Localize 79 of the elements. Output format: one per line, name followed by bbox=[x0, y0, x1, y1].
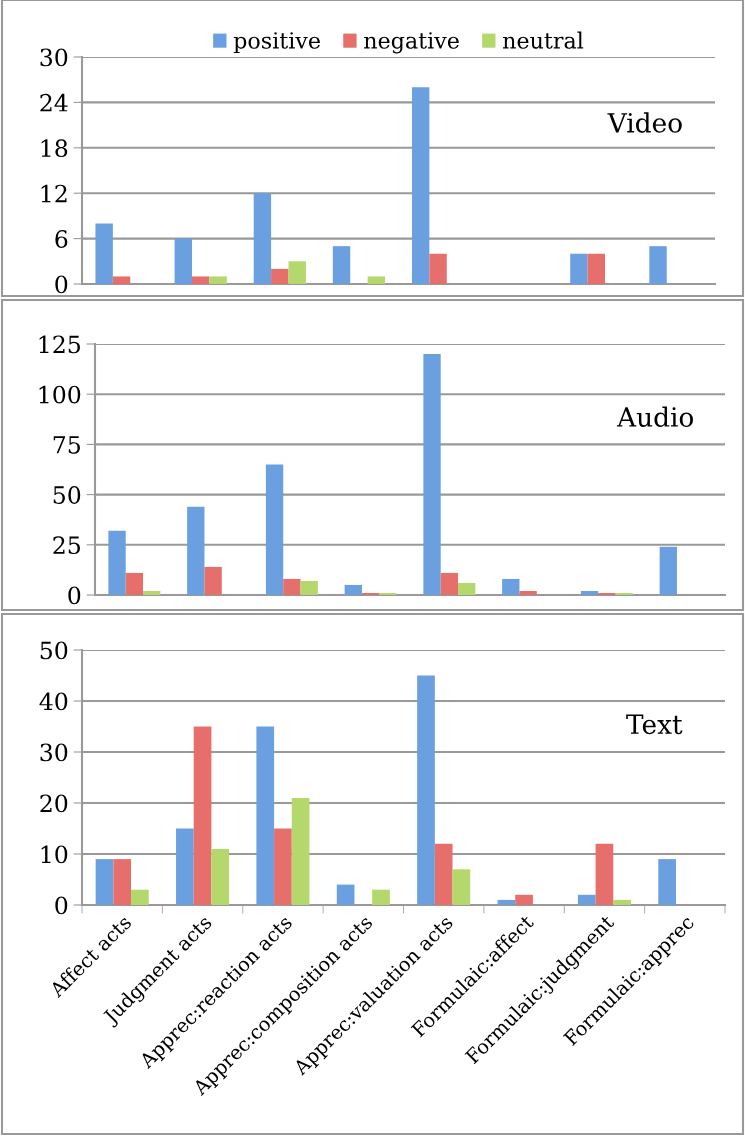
bar bbox=[502, 578, 520, 595]
bar bbox=[131, 889, 149, 905]
bar bbox=[515, 894, 533, 905]
y-tick-label: 0 bbox=[55, 275, 68, 294]
bar bbox=[587, 253, 606, 284]
bar bbox=[113, 859, 132, 905]
legend-label: negative bbox=[364, 32, 459, 54]
y-tick-label: 18 bbox=[41, 139, 68, 158]
bar bbox=[191, 276, 210, 284]
bar bbox=[187, 506, 205, 595]
bar bbox=[108, 530, 126, 595]
bar bbox=[125, 572, 144, 595]
bar bbox=[379, 592, 397, 595]
bar bbox=[283, 578, 301, 595]
y-tick-label: 0 bbox=[55, 896, 68, 915]
bar bbox=[411, 87, 430, 284]
bar bbox=[209, 276, 227, 284]
bar bbox=[300, 580, 318, 595]
bar bbox=[458, 582, 476, 595]
bar bbox=[452, 869, 471, 905]
bar bbox=[95, 223, 113, 284]
legend-label: neutral bbox=[502, 31, 584, 49]
y-tick-label: 40 bbox=[39, 692, 68, 711]
y-tick-label: 100 bbox=[39, 385, 81, 404]
text: Audio bbox=[616, 406, 694, 427]
bar bbox=[211, 848, 230, 905]
bar bbox=[613, 899, 631, 905]
bar bbox=[417, 675, 435, 905]
bar bbox=[598, 592, 616, 595]
bar bbox=[497, 899, 516, 905]
y-tick-label: 20 bbox=[40, 794, 68, 813]
bar bbox=[344, 584, 362, 595]
bar bbox=[361, 592, 380, 595]
bar bbox=[615, 592, 633, 595]
bar bbox=[253, 193, 272, 284]
y-tick-label: 30 bbox=[40, 48, 68, 67]
bar bbox=[570, 253, 588, 284]
bar bbox=[429, 253, 447, 284]
bar bbox=[649, 246, 667, 284]
bar bbox=[204, 566, 222, 595]
y-tick-label: 75 bbox=[53, 436, 80, 454]
text: Text bbox=[626, 714, 683, 735]
bar bbox=[176, 828, 194, 905]
y-tick-label: 30 bbox=[40, 743, 68, 762]
bar bbox=[580, 590, 599, 595]
bar bbox=[95, 859, 114, 905]
bar bbox=[595, 843, 614, 905]
y-tick-label: 50 bbox=[53, 486, 81, 504]
bar bbox=[658, 859, 676, 905]
bar bbox=[143, 590, 161, 595]
y-tick-label: 12 bbox=[41, 184, 67, 203]
bar bbox=[256, 726, 275, 905]
bar bbox=[336, 884, 355, 905]
bar bbox=[274, 828, 292, 905]
bar bbox=[332, 246, 351, 284]
bar bbox=[288, 261, 306, 284]
bar bbox=[372, 889, 390, 905]
y-tick-label: 10 bbox=[41, 845, 68, 864]
bar bbox=[265, 464, 284, 595]
bar bbox=[519, 590, 537, 595]
y-tick-label: 25 bbox=[53, 536, 80, 555]
bar bbox=[659, 546, 677, 595]
bar bbox=[423, 354, 441, 595]
bar bbox=[291, 797, 310, 905]
bar bbox=[367, 276, 386, 284]
bar bbox=[434, 843, 453, 905]
bar bbox=[440, 572, 459, 595]
bar bbox=[174, 238, 192, 284]
y-tick-label: 125 bbox=[39, 335, 80, 354]
y-tick-label: 0 bbox=[68, 586, 81, 605]
y-tick-label: 50 bbox=[40, 641, 68, 660]
y-tick-label: 24 bbox=[40, 93, 68, 112]
bar bbox=[193, 726, 212, 905]
legend-label: positive bbox=[233, 32, 320, 54]
bar bbox=[112, 276, 131, 284]
y-tick-label: 6 bbox=[55, 230, 68, 248]
bar bbox=[271, 268, 289, 284]
text: Video bbox=[607, 112, 682, 133]
bar bbox=[577, 894, 596, 905]
